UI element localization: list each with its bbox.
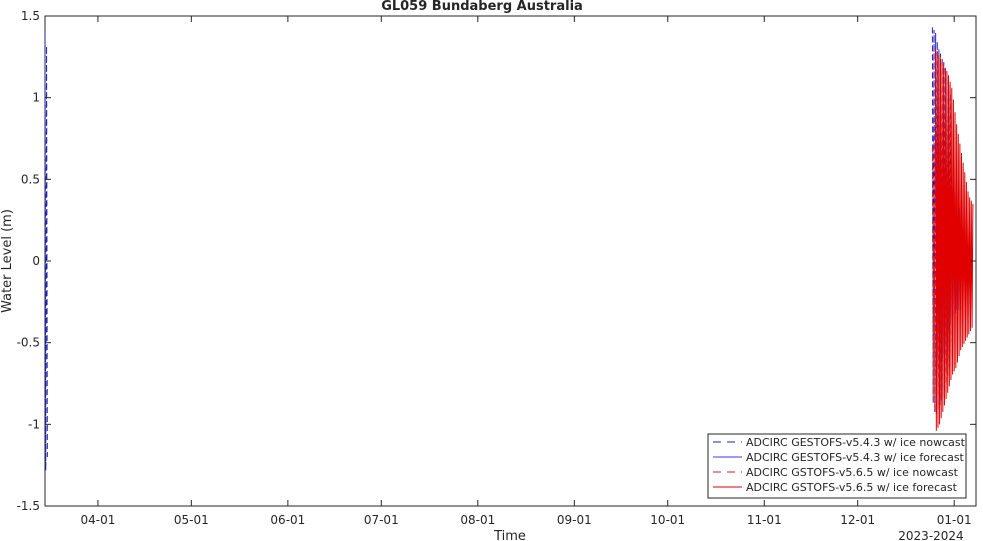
series-line <box>44 32 48 471</box>
x-range-label: 2023-2024 <box>898 529 963 541</box>
x-tick-label: 09-01 <box>557 513 592 527</box>
x-tick-label: 01-01 <box>937 513 972 527</box>
y-tick-label: 1 <box>32 91 40 105</box>
legend-entry-label: ADCIRC GESTOFS-v5.4.3 w/ ice forecast <box>746 451 965 464</box>
y-tick-label: 1.5 <box>21 9 40 23</box>
series-4 <box>935 48 974 431</box>
series-line <box>935 48 974 431</box>
x-tick-label: 12-01 <box>840 513 875 527</box>
x-tick-label: 10-01 <box>650 513 685 527</box>
legend: ADCIRC GESTOFS-v5.4.3 w/ ice nowcast ADCI… <box>707 433 967 499</box>
y-tick-label: 0 <box>32 254 40 268</box>
legend-box <box>707 433 967 499</box>
y-tick-label: 0.5 <box>21 172 40 186</box>
x-tick-label: 05-01 <box>174 513 209 527</box>
x-tick-label: 11-01 <box>747 513 782 527</box>
y-tick-label: -1 <box>28 417 40 431</box>
axis-ticks: 04-01 05-01 06-01 07-01 08-01 09-01 10-01 11-01… <box>17 9 976 527</box>
x-tick-label: 07-01 <box>364 513 399 527</box>
legend-entry-label: ADCIRC GESTOFS-v5.4.3 w/ ice nowcast <box>746 436 966 449</box>
x-tick-label: 08-01 <box>460 513 495 527</box>
series-layer <box>44 27 974 471</box>
legend-entry-label: ADCIRC GSTOFS-v5.6.5 w/ ice nowcast <box>746 466 959 479</box>
x-axis-label: Time <box>493 529 526 541</box>
y-tick-label: -1.5 <box>17 499 40 513</box>
y-axis-label: Water Level (m) <box>0 209 15 313</box>
y-tick-label: -0.5 <box>17 336 40 350</box>
legend-entry-label: ADCIRC GSTOFS-v5.6.5 w/ ice forecast <box>746 481 958 494</box>
x-tick-label: 04-01 <box>80 513 115 527</box>
x-tick-label: 06-01 <box>270 513 305 527</box>
plot-area <box>44 15 977 507</box>
chart-title: GL059 Bundaberg Australia <box>381 0 583 14</box>
